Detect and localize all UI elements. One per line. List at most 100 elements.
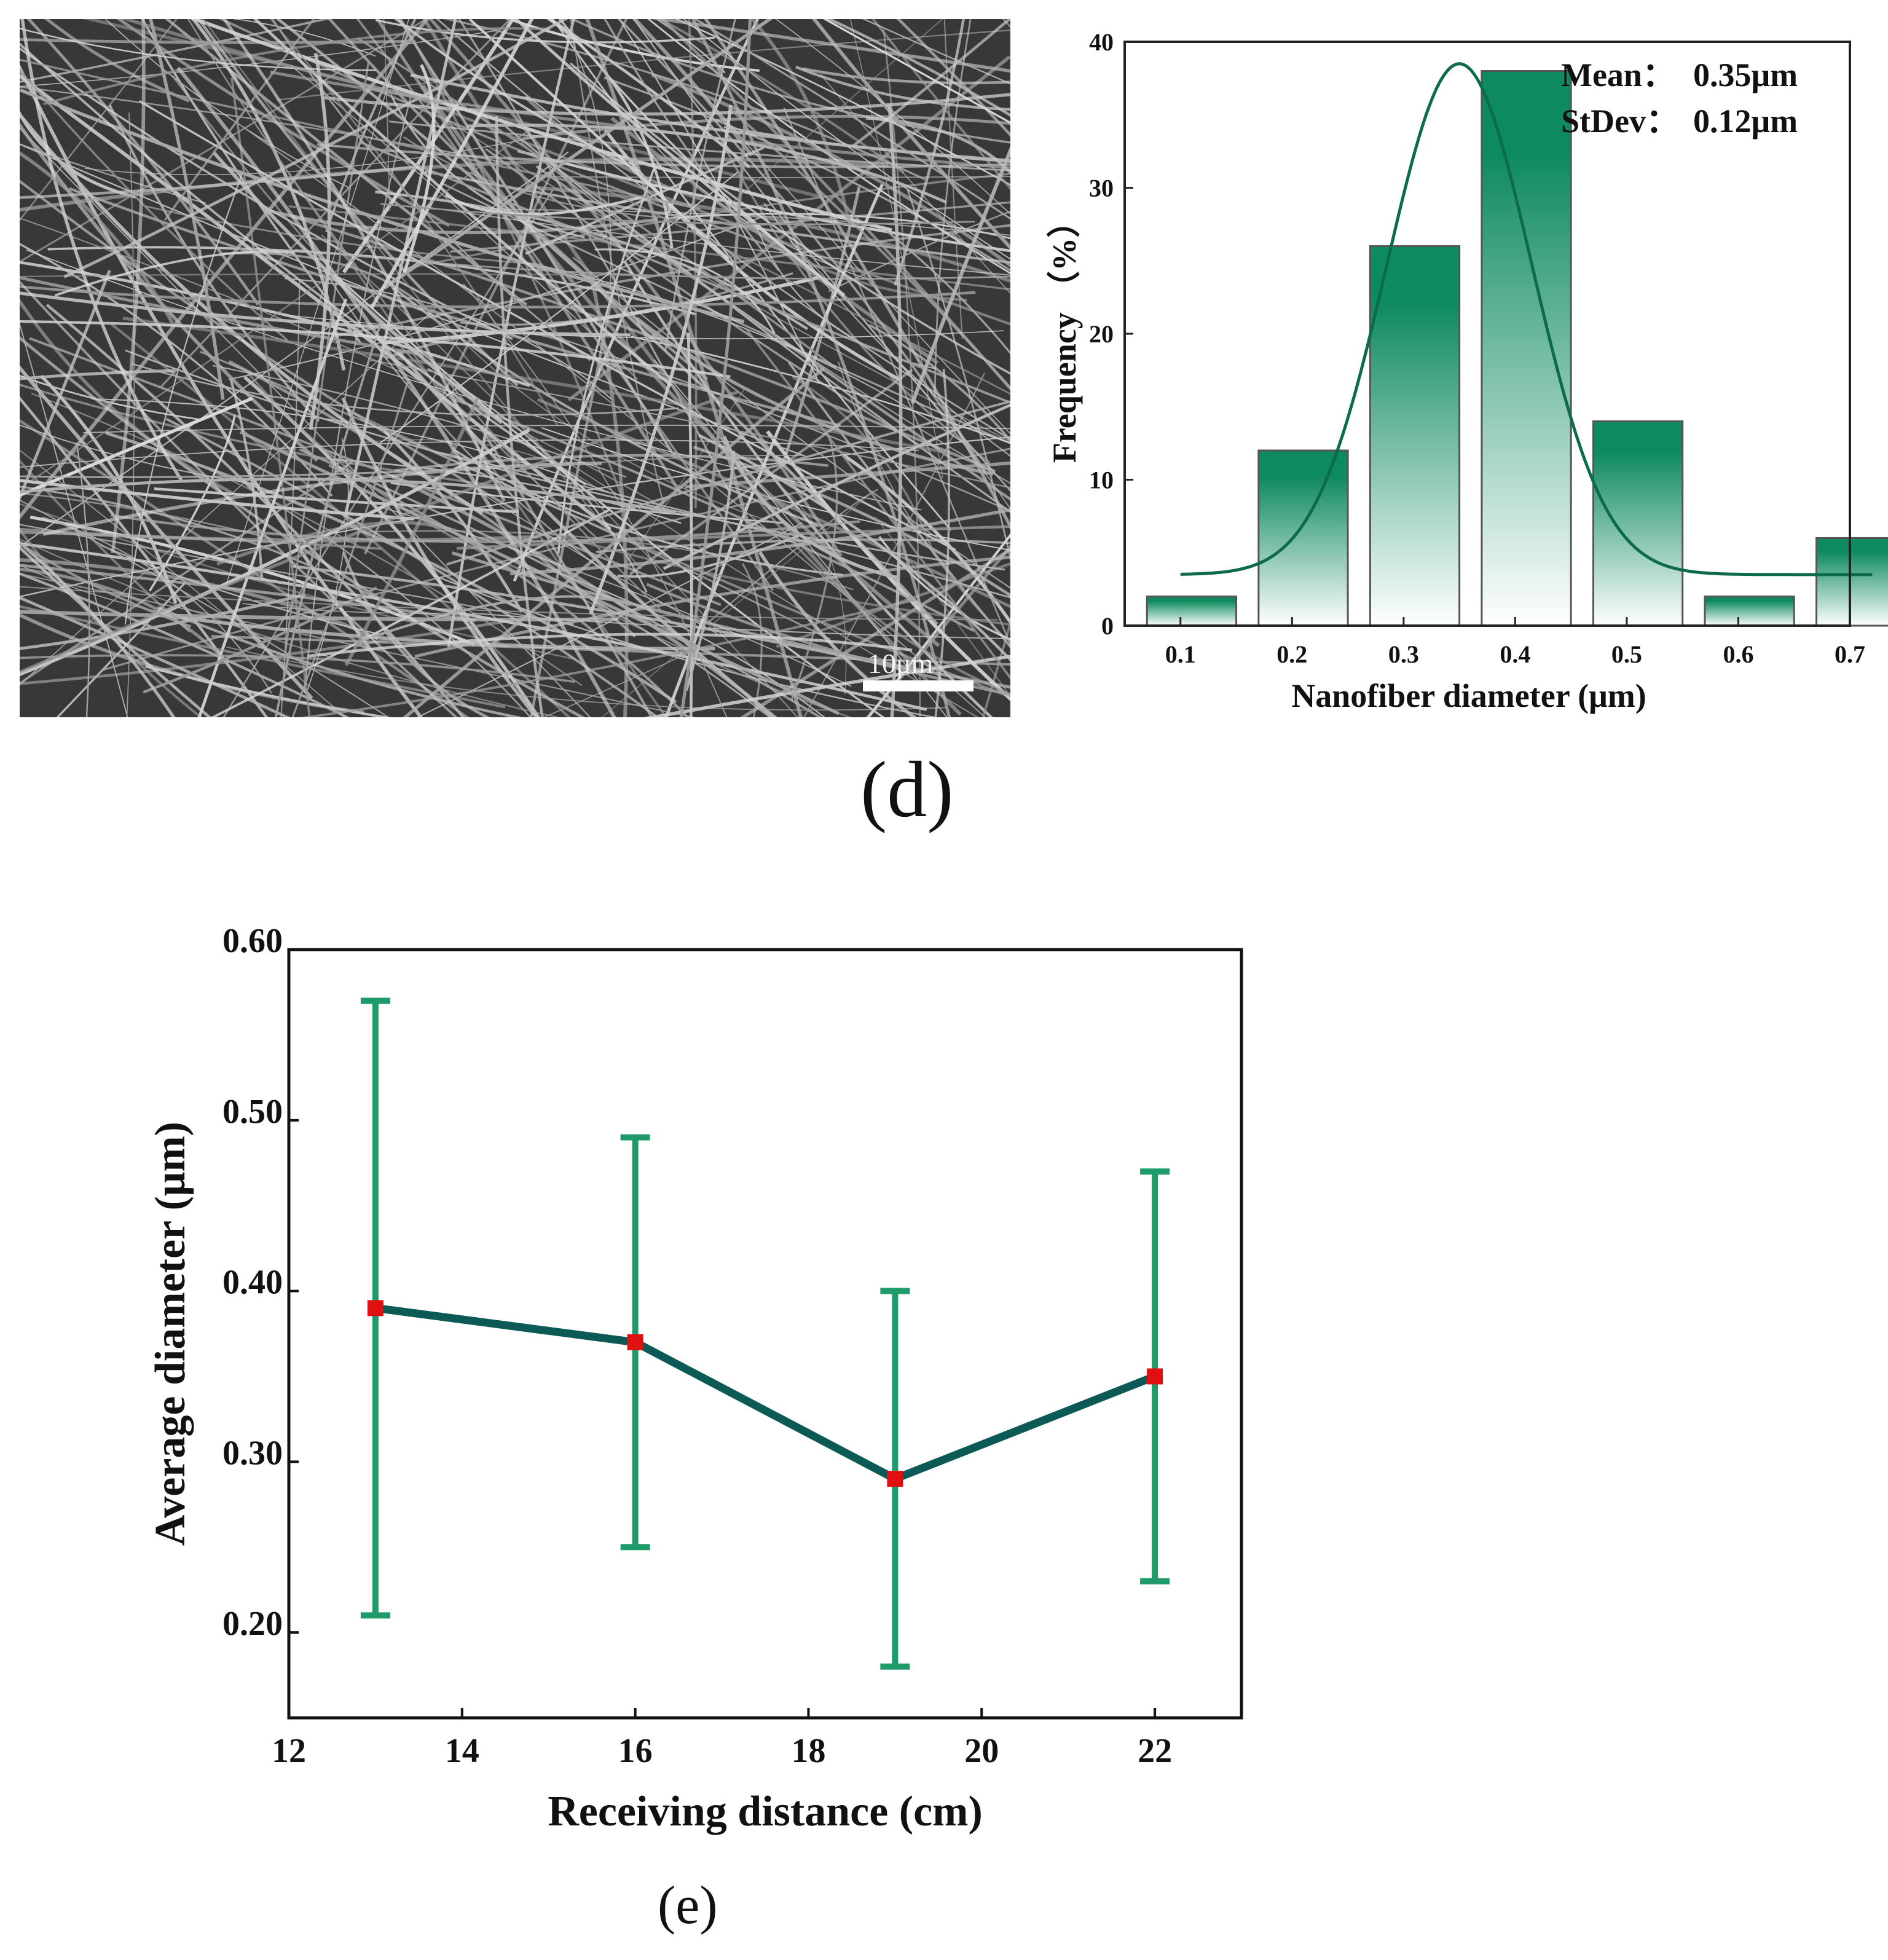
sem-fiber xyxy=(647,19,1010,275)
sem-fiber xyxy=(242,126,986,717)
histogram-x-tick-label: 0.2 xyxy=(1276,640,1307,668)
sem-fiber xyxy=(288,205,1010,291)
sem-fiber xyxy=(20,390,739,674)
sem-fiber xyxy=(20,151,175,325)
sem-fiber xyxy=(20,68,289,342)
sem-fiber xyxy=(20,298,234,495)
sem-fiber xyxy=(679,19,752,717)
sem-fiber xyxy=(283,61,369,659)
histogram-y-tick-label: 0 xyxy=(1101,612,1114,640)
errorbar-svg: 12 14 16 18 20 22 0.20 0.30 0.40 0.50 0.60 Average… xyxy=(147,922,1243,1835)
sem-fiber xyxy=(197,298,348,717)
sem-fiber xyxy=(789,240,1010,510)
sem-fiber xyxy=(20,165,414,199)
sem-fiber xyxy=(383,430,524,613)
sem-fiber xyxy=(862,19,1010,85)
sem-fiber xyxy=(31,131,527,481)
sem-fiber xyxy=(436,19,1010,441)
sem-fiber xyxy=(604,19,781,272)
sem-fiber xyxy=(632,19,753,157)
sem-fiber xyxy=(537,398,1010,608)
sem-fiber xyxy=(820,74,1010,294)
sem-fiber xyxy=(795,65,1010,111)
sem-fiber xyxy=(739,548,1010,717)
sem-fiber xyxy=(20,336,586,717)
errorbar-chart: 12 14 16 18 20 22 0.20 0.30 0.40 0.50 0.60 Average… xyxy=(123,903,1291,1887)
sem-fiber xyxy=(20,492,275,540)
sem-fiber xyxy=(125,349,1005,571)
errorbar-x-tick-label: 16 xyxy=(618,1732,653,1770)
sem-fiber xyxy=(20,610,619,622)
histogram-x-tick-label: 0.6 xyxy=(1723,640,1753,668)
sem-fiber xyxy=(164,19,315,221)
sem-fiber xyxy=(756,498,1010,696)
sem-fiber xyxy=(691,19,951,717)
sem-fiber xyxy=(20,567,226,661)
sem-fiber xyxy=(20,596,291,717)
sem-fiber xyxy=(360,141,1010,404)
sem-fiber xyxy=(370,359,1010,489)
sem-fiber xyxy=(421,84,940,647)
sem-fiber xyxy=(529,286,616,717)
sem-fiber xyxy=(663,403,1010,570)
sem-fiber xyxy=(601,492,873,717)
errorbar-x-label: Receiving distance (cm) xyxy=(548,1788,983,1835)
sem-fiber xyxy=(20,564,476,622)
sem-fiber xyxy=(126,112,135,717)
sem-fiber xyxy=(505,455,802,472)
sem-fiber xyxy=(728,107,1010,390)
histogram-bar xyxy=(1815,537,1888,627)
sem-fiber xyxy=(20,586,998,621)
sem-fiber xyxy=(20,322,128,717)
sem-fiber xyxy=(444,194,645,216)
sem-fiber xyxy=(197,19,519,387)
sem-fiber xyxy=(230,77,311,717)
sem-fiber xyxy=(43,27,550,106)
scale-bar-label: 10μm xyxy=(868,648,934,679)
sem-fiber xyxy=(934,368,951,717)
sem-fiber xyxy=(686,333,693,717)
sem-fiber xyxy=(651,19,1010,73)
sem-fiber xyxy=(549,580,852,717)
sem-fiber xyxy=(447,19,575,647)
sem-fiber xyxy=(20,478,676,514)
sem-fiber xyxy=(298,598,916,717)
sem-fiber xyxy=(20,538,560,717)
sem-fiber xyxy=(546,568,826,717)
sem-fiber xyxy=(811,19,1010,250)
sem-fiber xyxy=(228,215,765,380)
stdev-annotation-label: StDev： xyxy=(1561,103,1679,140)
sem-fiber xyxy=(54,250,294,297)
sem-fiber xyxy=(750,19,852,228)
histogram-bar xyxy=(1592,420,1684,627)
sem-fiber xyxy=(660,19,1010,392)
sem-fiber xyxy=(693,19,1010,220)
sem-fiber xyxy=(403,64,436,273)
panel-label-d: (d) xyxy=(860,746,954,834)
sem-fiber xyxy=(210,508,610,717)
sem-fiber xyxy=(291,380,409,717)
sem-fiber xyxy=(887,103,903,717)
sem-fiber xyxy=(20,542,192,628)
sem-fiber xyxy=(253,19,673,387)
stdev-annotation-value: 0.12μm xyxy=(1693,103,1798,140)
sem-fiber xyxy=(569,62,1010,375)
errorbar-y-tick-label: 0.60 xyxy=(222,922,283,960)
sem-fiber xyxy=(20,30,497,87)
sem-fiber xyxy=(20,86,510,165)
sem-micrograph: 10μm xyxy=(20,19,1010,717)
sem-fiber xyxy=(212,151,503,425)
errorbar-y-label: Average diameter (μm) xyxy=(147,1122,194,1546)
sem-fiber xyxy=(685,451,735,691)
sem-fiber xyxy=(403,366,825,717)
histogram-y-tick-label: 20 xyxy=(1089,320,1114,348)
sem-fiber xyxy=(776,562,1010,648)
sem-fiber xyxy=(868,323,1010,443)
histogram-x-tick-label: 0.4 xyxy=(1500,640,1530,668)
sem-fiber xyxy=(20,58,701,210)
data-point-marker xyxy=(1147,1368,1163,1385)
sem-fiber xyxy=(20,28,376,71)
sem-fiber xyxy=(388,120,1010,171)
sem-fiber xyxy=(20,19,331,84)
sem-fiber xyxy=(875,517,1010,698)
